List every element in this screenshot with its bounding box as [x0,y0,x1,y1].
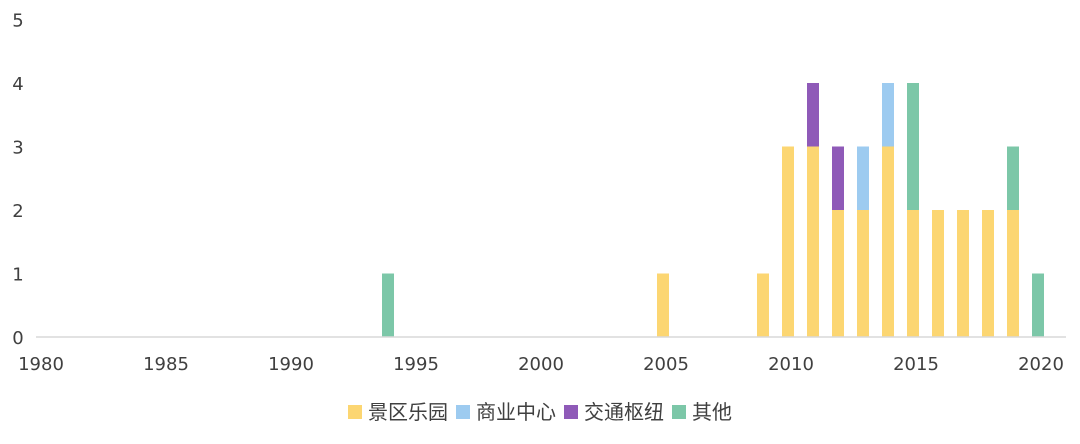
y-tick-label: 2 [12,201,23,222]
legend-swatch [564,405,578,419]
bar-segment [857,146,869,210]
bar-segment [957,210,969,337]
bar-segment [832,210,844,337]
x-tick-label: 2010 [768,354,814,375]
x-tick-label: 2020 [1018,354,1064,375]
y-axis-tick-labels: 0 1 2 3 4 5 [12,11,23,350]
x-tick-label: 1980 [18,354,64,375]
bar-segment [1007,146,1019,210]
bar-segment [782,146,794,337]
bar-stacks [382,83,1044,337]
legend-label: 景区乐园 [368,400,448,424]
legend-swatch [348,405,362,419]
bar-segment [832,146,844,210]
bar-segment [807,146,819,337]
bar-segment [757,273,769,337]
bar-segment [1032,273,1044,337]
x-tick-label: 1990 [268,354,314,375]
bar-segment [657,273,669,337]
bar-segment [907,210,919,337]
legend-label: 交通枢纽 [584,400,664,424]
y-tick-label: 0 [12,328,23,349]
bar-segment [882,146,894,337]
y-tick-label: 4 [12,74,23,95]
x-tick-label: 2015 [893,354,939,375]
legend: 景区乐园 商业中心 交通枢纽 其他 [348,400,732,424]
legend-label: 其他 [692,400,732,424]
x-axis-tick-labels: 1980 1985 1990 1995 2000 2005 2010 2015 2020 [18,354,1064,375]
legend-swatch [456,405,470,419]
legend-swatch [672,405,686,419]
x-tick-label: 1995 [393,354,439,375]
legend-label: 商业中心 [476,400,556,424]
bar-segment [932,210,944,337]
y-tick-label: 3 [12,138,23,159]
y-tick-label: 5 [12,11,23,32]
bar-segment [382,273,394,337]
bar-segment [882,83,894,147]
x-tick-label: 1985 [143,354,189,375]
bar-segment [907,83,919,210]
y-tick-label: 1 [12,265,23,286]
bar-segment [1007,210,1019,337]
x-tick-label: 2000 [518,354,564,375]
bar-segment [857,210,869,337]
x-tick-label: 2005 [643,354,689,375]
bar-segment [982,210,994,337]
bar-segment [807,83,819,147]
